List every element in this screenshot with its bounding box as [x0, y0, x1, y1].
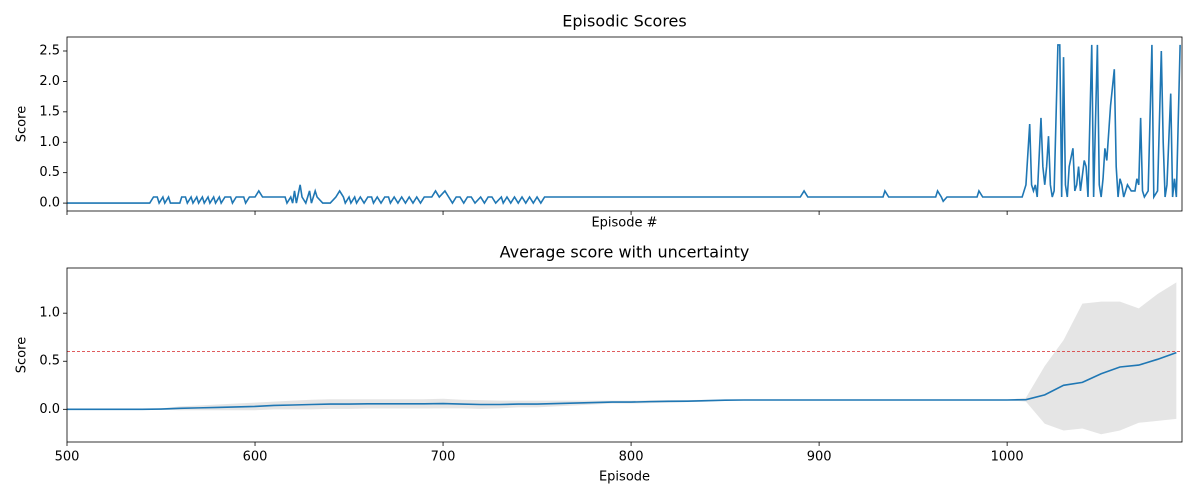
y-tick-label: 0.5 [39, 165, 60, 180]
y-tick-label: 1.5 [39, 104, 60, 119]
uncertainty-band [67, 282, 1177, 435]
y-tick-label: 1.0 [39, 306, 60, 321]
y-tick-label: 1.0 [39, 135, 60, 150]
y-tick-label: 2.5 [39, 43, 60, 58]
axes-frame [66, 267, 1183, 443]
x-axis-label: Episode [599, 470, 650, 485]
y-tick-label: 2.0 [39, 74, 60, 89]
y-tick-label: 0.5 [39, 354, 60, 369]
x-tick-label: 1000 [991, 450, 1024, 465]
x-tick-label: 600 [243, 450, 268, 465]
x-tick-label: 900 [807, 450, 832, 465]
chart-title: Average score with uncertainty [500, 243, 750, 262]
chart-title: Episodic Scores [562, 12, 686, 31]
y-axis-label: Score [15, 337, 30, 373]
x-axis-label: Episode # [591, 216, 657, 231]
y-tick-label: 0.0 [39, 402, 60, 417]
axes-frame [66, 36, 1183, 212]
x-tick-label: 800 [619, 450, 644, 465]
score-line [67, 351, 1177, 411]
x-tick-label: 500 [55, 450, 80, 465]
y-axis-label: Score [15, 106, 30, 142]
score-line [67, 44, 1181, 206]
y-tick-label: 0.0 [39, 196, 60, 211]
x-tick-label: 700 [431, 450, 456, 465]
